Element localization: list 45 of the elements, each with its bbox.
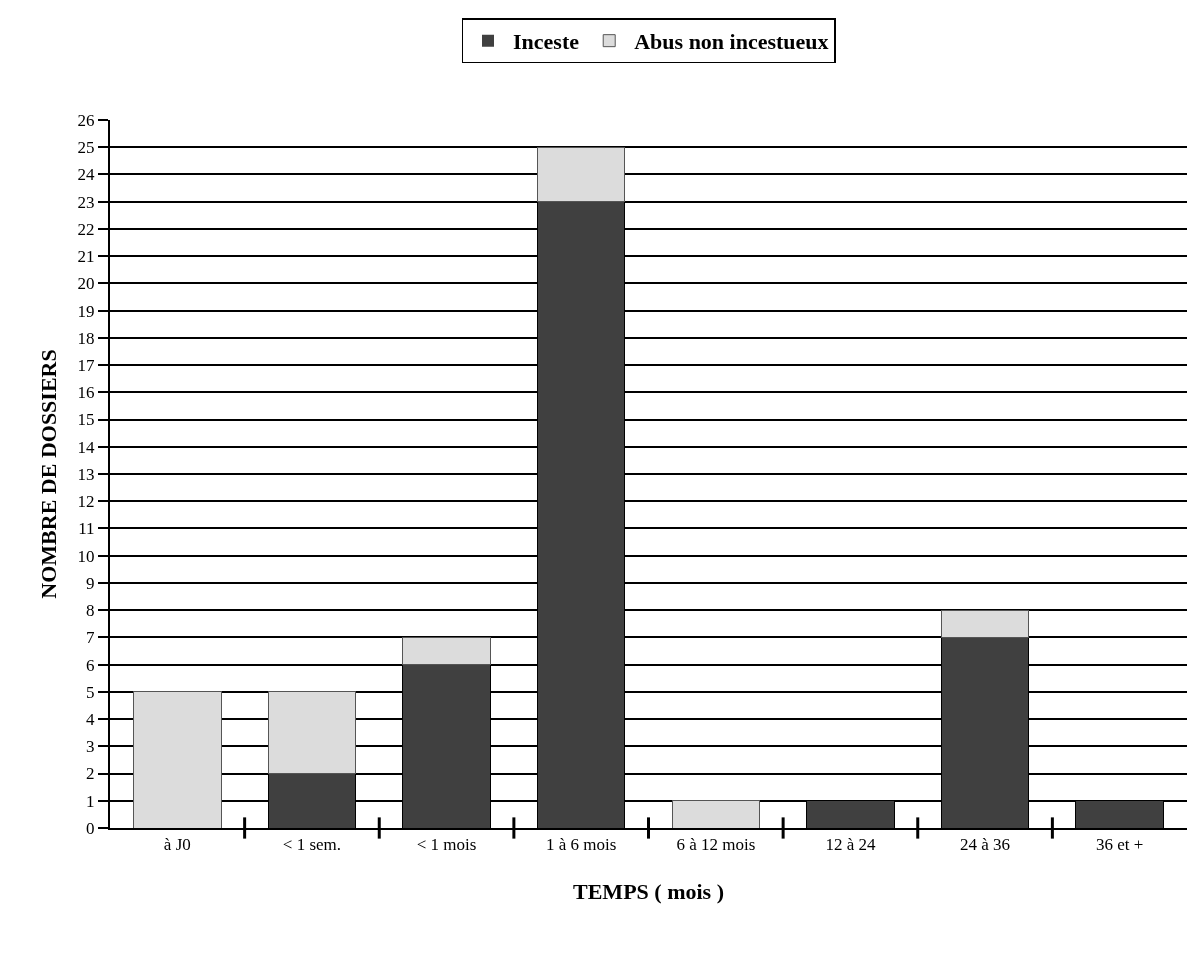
y-tick-label: 23 xyxy=(77,192,95,212)
y-tick-label: 12 xyxy=(77,492,95,512)
y-tick-label: 4 xyxy=(86,710,96,730)
x-tick-label: 1 à 6 mois xyxy=(546,835,617,855)
legend-label: Inceste xyxy=(513,29,580,55)
y-tick-label: 14 xyxy=(77,437,96,457)
legend-label: Abus non incestueux xyxy=(634,29,829,55)
y-tick-label: 18 xyxy=(77,328,95,348)
bar xyxy=(402,636,491,666)
y-tick-label: 1 xyxy=(86,791,95,811)
y-tick-label: 25 xyxy=(77,138,95,158)
y-tick-label: 6 xyxy=(86,655,95,675)
x-tick-label: 12 à 24 xyxy=(825,835,876,855)
x-tick-label: < 1 sem. xyxy=(282,835,342,855)
y-axis-title: NOMBRE DE DOSSIERS xyxy=(35,349,61,599)
bar xyxy=(940,609,1030,638)
x-tick-label: 24 à 36 xyxy=(960,835,1011,855)
y-tick-label: 7 xyxy=(86,628,96,648)
y-tick-label: 17 xyxy=(77,356,96,376)
y-tick-label: 5 xyxy=(86,682,95,702)
y-tick-label: 21 xyxy=(77,247,95,267)
x-tick-label: < 1 mois xyxy=(416,835,477,855)
y-tick-label: 13 xyxy=(77,464,95,484)
y-tick-label: 15 xyxy=(77,410,95,430)
y-tick-label: 26 xyxy=(77,110,95,130)
x-tick-label: 36 et + xyxy=(1096,835,1144,855)
y-tick-label: 22 xyxy=(77,219,95,239)
y-tick-label: 11 xyxy=(78,519,95,539)
y-tick-label: 20 xyxy=(77,274,95,294)
bar xyxy=(133,691,222,828)
bar xyxy=(671,800,761,828)
bar xyxy=(536,146,626,203)
x-axis-title: TEMPS ( mois ) xyxy=(573,878,724,904)
y-tick-label: 9 xyxy=(86,573,95,593)
y-tick-label: 0 xyxy=(86,818,95,838)
y-tick-label: 8 xyxy=(86,601,95,621)
y-tick-label: 19 xyxy=(77,301,95,321)
y-tick-label: 10 xyxy=(77,546,95,566)
y-tick-label: 16 xyxy=(77,383,95,403)
x-tick-label: à J0 xyxy=(163,835,191,855)
bar xyxy=(267,691,357,775)
x-tick-label: 6 à 12 mois xyxy=(676,835,756,855)
y-tick-label: 24 xyxy=(77,165,96,185)
y-tick-label: 3 xyxy=(86,737,95,757)
y-tick-label: 2 xyxy=(86,764,95,784)
